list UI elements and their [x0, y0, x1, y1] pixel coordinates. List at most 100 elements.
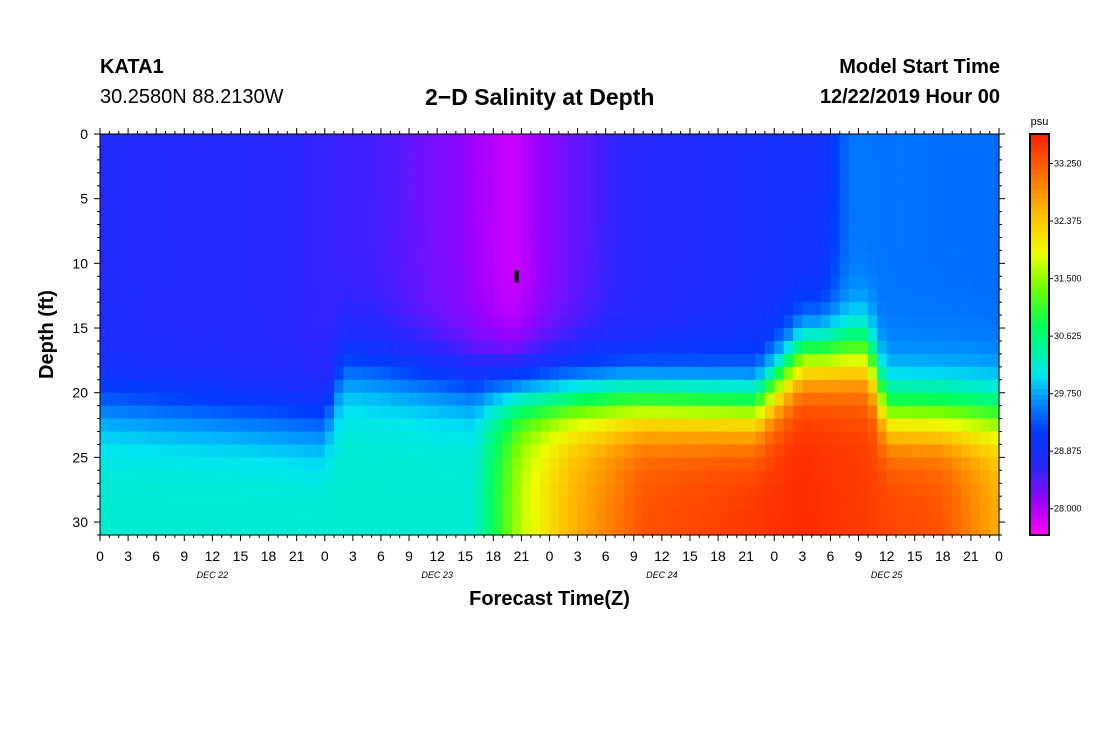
heatmap-cell	[455, 159, 466, 174]
heatmap-cell	[708, 366, 719, 381]
heatmap-cell	[699, 509, 710, 523]
heatmap-cell	[474, 263, 485, 277]
heatmap-cell	[933, 496, 944, 510]
heatmap-cell	[156, 289, 167, 303]
heatmap-cell	[221, 289, 232, 303]
heatmap-cell	[409, 509, 419, 523]
heatmap-cell	[586, 405, 597, 420]
heatmap-cell	[849, 405, 860, 420]
heatmap-cell	[512, 340, 523, 355]
heatmap-cell	[277, 146, 288, 161]
heatmap-cell	[811, 522, 822, 536]
heatmap-cell	[718, 366, 729, 381]
heatmap-cell	[296, 470, 307, 484]
heatmap-cell	[877, 315, 888, 329]
heatmap-cell	[446, 263, 457, 277]
heatmap-cell	[615, 134, 626, 148]
heatmap-cell	[455, 224, 466, 239]
heatmap-cell	[980, 470, 991, 484]
heatmap-cell	[156, 237, 167, 252]
heatmap-cell	[783, 379, 794, 394]
heatmap-cell	[259, 418, 270, 433]
heatmap-cell	[952, 379, 963, 394]
heatmap-cell	[755, 470, 766, 484]
heatmap-cell	[137, 340, 148, 355]
heatmap-cell	[324, 289, 335, 303]
heatmap-cell	[792, 172, 803, 187]
heatmap-cell	[128, 185, 139, 200]
heatmap-cell	[568, 353, 579, 368]
heatmap-cell	[174, 431, 185, 446]
heatmap-cell	[624, 405, 635, 420]
heatmap-cell	[540, 211, 551, 226]
heatmap-cell	[465, 276, 476, 290]
heatmap-cell	[165, 418, 176, 433]
heatmap-cell	[371, 159, 382, 174]
heatmap-cell	[774, 457, 785, 471]
heatmap-cell	[390, 263, 401, 277]
heatmap-cell	[905, 366, 916, 381]
heatmap-cell	[530, 159, 541, 174]
heatmap-cell	[100, 185, 110, 200]
heatmap-cell	[306, 353, 316, 368]
heatmap-cell	[802, 224, 813, 239]
heatmap-cell	[446, 340, 457, 355]
heatmap-cell	[680, 198, 691, 213]
heatmap-cell	[699, 263, 710, 277]
heatmap-cell	[390, 159, 401, 174]
colorbar-cell	[1030, 304, 1049, 311]
heatmap-cell	[324, 379, 335, 394]
heatmap-cell	[203, 289, 213, 303]
heatmap-cell	[146, 134, 157, 148]
heatmap-cell	[643, 470, 654, 484]
heatmap-cell	[399, 405, 410, 420]
heatmap-cell	[755, 146, 766, 161]
heatmap-cell	[109, 509, 120, 523]
heatmap-cell	[727, 289, 738, 303]
heatmap-cell	[699, 353, 710, 368]
heatmap-cell	[371, 198, 382, 213]
heatmap-cell	[399, 237, 410, 252]
heatmap-cell	[905, 211, 916, 226]
heatmap-cell	[268, 496, 279, 510]
heatmap-cell	[736, 457, 747, 471]
heatmap-cell	[624, 418, 635, 433]
heatmap-cell	[352, 457, 363, 471]
heatmap-cell	[118, 146, 129, 161]
heatmap-cell	[184, 237, 195, 252]
heatmap-cell	[596, 302, 607, 316]
heatmap-cell	[989, 134, 1000, 148]
heatmap-cell	[671, 522, 682, 536]
heatmap-cell	[540, 496, 551, 510]
heatmap-cell	[474, 522, 485, 536]
heatmap-cell	[306, 159, 316, 174]
heatmap-cell	[109, 379, 120, 394]
heatmap-cell	[184, 146, 195, 161]
heatmap-cell	[465, 418, 476, 433]
heatmap-cell	[203, 392, 213, 407]
heatmap-cell	[792, 418, 803, 433]
heatmap-cell	[502, 366, 513, 381]
heatmap-cell	[886, 418, 897, 433]
heatmap-cell	[118, 211, 129, 226]
heatmap-cell	[512, 444, 523, 458]
heatmap-cell	[315, 405, 326, 420]
heatmap-cell	[952, 470, 963, 484]
heatmap-cell	[306, 146, 316, 161]
heatmap-cell	[961, 392, 972, 407]
heatmap-cell	[895, 496, 906, 510]
heatmap-cell	[661, 276, 672, 290]
heatmap-cell	[858, 496, 869, 510]
heatmap-cell	[577, 185, 588, 200]
heatmap-cell	[821, 509, 832, 523]
heatmap-cell	[942, 328, 953, 342]
heatmap-cell	[839, 392, 850, 407]
heatmap-cell	[615, 522, 626, 536]
heatmap-cell	[315, 237, 326, 252]
heatmap-cell	[352, 134, 363, 148]
heatmap-cell	[137, 134, 148, 148]
heatmap-cell	[362, 366, 373, 381]
heatmap-cell	[493, 431, 504, 446]
heatmap-cell	[455, 444, 466, 458]
heatmap-cell	[521, 289, 532, 303]
